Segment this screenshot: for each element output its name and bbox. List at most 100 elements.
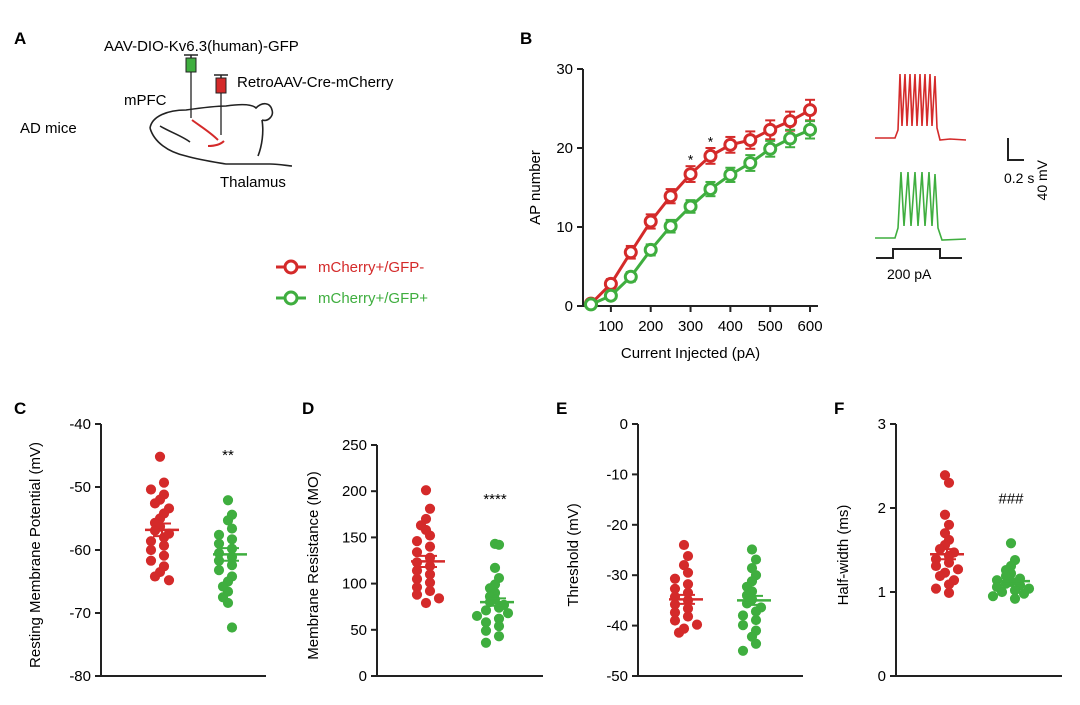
data-point-red (145, 484, 157, 495)
y-tick-label-f: 1 (878, 584, 886, 601)
y-tick-label-d: 0 (359, 668, 367, 685)
data-point-red (682, 579, 694, 590)
data-point-green (603, 288, 618, 303)
data-point-red (411, 535, 423, 547)
data-point-red (943, 477, 955, 488)
data-point-red (803, 103, 818, 118)
data-point-red (424, 541, 436, 552)
panel-b-letter: B (520, 29, 532, 48)
data-point-green (226, 523, 238, 534)
x-tick-label-b: 500 (758, 318, 783, 335)
brain-outline-icon (149, 102, 293, 167)
data-point-green (746, 544, 758, 555)
y-tick-label-d: 250 (342, 437, 367, 454)
legend-label-red: mCherry+/GFP- (318, 259, 424, 276)
data-point-green (783, 131, 798, 146)
green-syringe-icon (184, 54, 198, 118)
y-tick-label-e: -30 (606, 567, 628, 584)
data-point-green (737, 619, 749, 631)
scatter-chart-c: C -40 -50 -60 -70 -80 Resting Membrane Potenti… (14, 399, 266, 685)
data-point-green (493, 621, 505, 632)
green-virus-label: AAV-DIO-Kv6.3(human)-GFP (104, 38, 299, 55)
data-point-green (226, 534, 238, 545)
data-point-red (939, 509, 951, 520)
green-trace-icon (875, 171, 967, 241)
y-tick-label-e: 0 (620, 416, 628, 433)
data-point-green (213, 565, 225, 576)
data-point-red (943, 587, 955, 598)
panel-d-letter: D (302, 399, 314, 418)
scale-bar-icon (1007, 138, 1024, 161)
data-point-red (411, 547, 423, 558)
y-tick-label-e: -20 (606, 517, 628, 534)
data-point-red (669, 573, 681, 584)
panel-a: A AAV-DIO-Kv6.3(human)-GFP RetroAAV-Cre-… (14, 29, 394, 191)
significance-marker-c: ** (222, 447, 234, 464)
data-point-red (952, 564, 964, 575)
y-tick-label-c: -50 (69, 479, 91, 496)
y-tick-label-c: -80 (69, 668, 91, 685)
data-point-green (493, 539, 505, 550)
y-tick-label-c: -40 (69, 416, 91, 433)
x-tick-label-b: 100 (598, 318, 623, 335)
data-point-green (226, 622, 238, 633)
data-point-green (750, 614, 762, 626)
legend-item-green: mCherry+/GFP+ (276, 290, 428, 307)
data-point-green (502, 608, 514, 619)
scatter-chart-e: E 0 -10 -20 -30 -40 -50 Threshold (mV) (556, 399, 803, 685)
data-point-red (682, 550, 694, 562)
series-line-green (590, 128, 811, 306)
data-point-red (943, 579, 955, 590)
data-point-green (480, 637, 492, 648)
legend-item-red: mCherry+/GFP- (276, 259, 424, 276)
data-point-red (424, 503, 436, 514)
red-trace-icon (875, 73, 967, 141)
data-point-red (743, 133, 758, 148)
data-point-green (489, 562, 501, 573)
series-line-red (589, 108, 811, 305)
data-point-green (703, 182, 718, 197)
data-point-red (149, 571, 161, 582)
panel-a-letter: A (14, 29, 26, 48)
data-point-red (158, 540, 170, 551)
data-point-green (987, 591, 999, 602)
y-tick-label-d: 50 (350, 622, 367, 639)
significance-marker-f: ### (998, 490, 1024, 507)
data-point-red (145, 536, 157, 547)
data-point-green (222, 597, 234, 609)
data-point-green (643, 242, 658, 257)
legend-label-green: mCherry+/GFP+ (318, 290, 428, 307)
y-tick-label-d: 200 (342, 483, 367, 500)
data-point-green (583, 297, 598, 312)
scatter-chart-f: F 0 1 2 3 Half-width (ms) ### (834, 399, 1062, 685)
data-point-red (783, 114, 798, 129)
data-point-green (480, 605, 492, 616)
data-point-green (1018, 588, 1030, 599)
x-tick-label-b: 600 (798, 318, 823, 335)
line-chart-b: 0 10 20 30 100 200 300 400 500 600 Current Injecte… (527, 61, 823, 362)
data-point-green (663, 219, 678, 234)
y-tick-label-b: 20 (556, 140, 573, 157)
panel-b: B 0 10 20 30 100 200 300 400 500 600 Current Injec… (520, 29, 1050, 362)
y-tick-label-e: -50 (606, 668, 628, 685)
data-point-red (678, 539, 690, 551)
data-point-red (934, 570, 946, 582)
data-point-green (1009, 593, 1021, 604)
data-point-red (163, 575, 175, 586)
data-point-red (433, 593, 445, 604)
data-point-red (930, 560, 942, 572)
x-axis-label-b: Current Injected (pA) (621, 345, 760, 362)
mpfc-label: mPFC (124, 92, 167, 109)
data-point-red (420, 597, 432, 609)
x-tick-label-b: 300 (678, 318, 703, 335)
data-point-red (145, 555, 157, 566)
data-point-green (750, 606, 762, 617)
data-point-green (471, 610, 483, 622)
y-tick-label-b: 0 (565, 298, 573, 315)
data-point-red (623, 245, 638, 260)
y-tick-label-f: 2 (878, 500, 886, 517)
y-axis-label-d: Membrane Resistance (MO) (305, 471, 322, 659)
data-point-red (930, 583, 942, 594)
data-point-red (643, 214, 658, 229)
subject-label: AD mice (20, 120, 77, 137)
